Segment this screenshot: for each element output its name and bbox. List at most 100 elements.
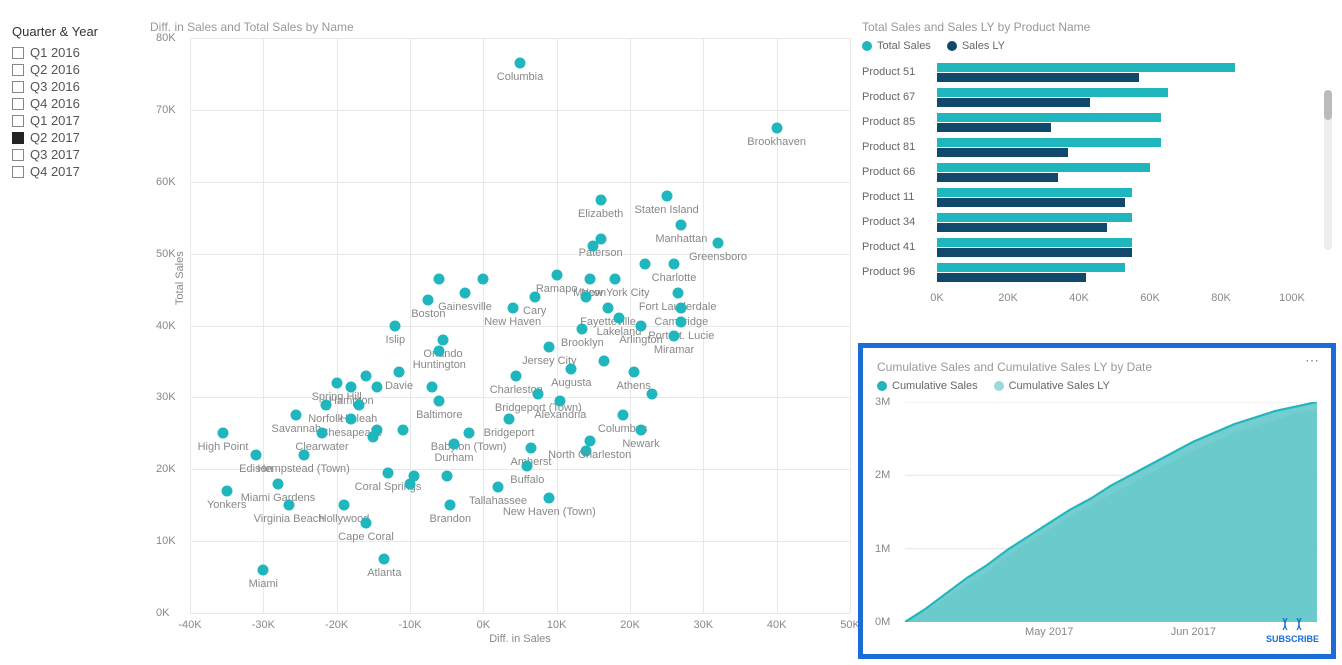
scatter-point[interactable]	[361, 518, 372, 529]
bar-total[interactable]	[937, 63, 1235, 72]
checkbox-icon[interactable]	[12, 47, 24, 59]
checkbox-icon[interactable]	[12, 132, 24, 144]
scatter-point[interactable]	[298, 449, 309, 460]
scatter-point[interactable]	[353, 399, 364, 410]
scatter-point[interactable]	[493, 482, 504, 493]
scatter-point[interactable]	[434, 395, 445, 406]
bar-total[interactable]	[937, 113, 1161, 122]
scatter-point[interactable]	[588, 241, 599, 252]
bar-ly[interactable]	[937, 223, 1107, 232]
scatter-point[interactable]	[346, 381, 357, 392]
scatter-point[interactable]	[544, 493, 555, 504]
filter-item[interactable]: Q3 2016	[12, 79, 132, 94]
scatter-point[interactable]	[614, 313, 625, 324]
scatter-point[interactable]	[463, 428, 474, 439]
bar-row[interactable]: Product 85	[862, 112, 1302, 135]
bar-ly[interactable]	[937, 98, 1090, 107]
bar-row[interactable]: Product 96	[862, 262, 1302, 285]
bar-ly[interactable]	[937, 198, 1125, 207]
scatter-point[interactable]	[647, 388, 658, 399]
scatter-point[interactable]	[636, 320, 647, 331]
scatter-point[interactable]	[361, 370, 372, 381]
bar-row[interactable]: Product 11	[862, 187, 1302, 210]
scatter-point[interactable]	[405, 478, 416, 489]
scatter-point[interactable]	[438, 334, 449, 345]
scatter-point[interactable]	[331, 378, 342, 389]
scatter-point[interactable]	[526, 442, 537, 453]
filter-item[interactable]: Q2 2017	[12, 130, 132, 145]
checkbox-icon[interactable]	[12, 166, 24, 178]
scatter-point[interactable]	[584, 435, 595, 446]
scatter-point[interactable]	[434, 345, 445, 356]
bar-row[interactable]: Product 41	[862, 237, 1302, 260]
bar-ly[interactable]	[937, 173, 1058, 182]
scatter-point[interactable]	[273, 478, 284, 489]
bar-ly[interactable]	[937, 73, 1139, 82]
bar-total[interactable]	[937, 188, 1132, 197]
bar-total[interactable]	[937, 88, 1168, 97]
scatter-point[interactable]	[346, 413, 357, 424]
scatter-point[interactable]	[317, 428, 328, 439]
scatter-point[interactable]	[603, 302, 614, 313]
scatter-point[interactable]	[533, 388, 544, 399]
legend-item[interactable]: Cumulative Sales LY	[994, 380, 1110, 392]
filter-item[interactable]: Q1 2016	[12, 45, 132, 60]
scatter-point[interactable]	[529, 291, 540, 302]
scatter-point[interactable]	[504, 413, 515, 424]
scatter-point[interactable]	[672, 288, 683, 299]
bar-row[interactable]: Product 66	[862, 162, 1302, 185]
checkbox-icon[interactable]	[12, 81, 24, 93]
scatter-point[interactable]	[291, 410, 302, 421]
scatter-point[interactable]	[515, 58, 526, 69]
scatter-point[interactable]	[522, 460, 533, 471]
more-options-icon[interactable]: ⋯	[1305, 352, 1321, 369]
bar-ly[interactable]	[937, 148, 1068, 157]
area-plot-area[interactable]: 0M1M2M3MMay 2017Jun 2017	[877, 402, 1317, 622]
scatter-point[interactable]	[339, 500, 350, 511]
legend-item[interactable]: Cumulative Sales	[877, 380, 978, 392]
scatter-point[interactable]	[676, 302, 687, 313]
scatter-point[interactable]	[599, 356, 610, 367]
bar-ly[interactable]	[937, 248, 1132, 257]
scatter-point[interactable]	[258, 564, 269, 575]
filter-item[interactable]: Q3 2017	[12, 147, 132, 162]
scatter-point[interactable]	[639, 259, 650, 270]
scatter-point[interactable]	[555, 395, 566, 406]
scatter-point[interactable]	[397, 424, 408, 435]
bar-total[interactable]	[937, 263, 1125, 272]
bar-total[interactable]	[937, 163, 1150, 172]
filter-item[interactable]: Q4 2016	[12, 96, 132, 111]
bar-plot-area[interactable]: Product 51Product 67Product 85Product 81…	[862, 62, 1302, 292]
filter-item[interactable]: Q2 2016	[12, 62, 132, 77]
scatter-point[interactable]	[551, 270, 562, 281]
scatter-point[interactable]	[427, 381, 438, 392]
bar-scrollbar[interactable]	[1324, 90, 1332, 250]
scatter-point[interactable]	[669, 259, 680, 270]
scatter-point[interactable]	[251, 449, 262, 460]
scatter-point[interactable]	[445, 500, 456, 511]
bar-total[interactable]	[937, 213, 1132, 222]
scatter-point[interactable]	[383, 467, 394, 478]
scatter-point[interactable]	[511, 370, 522, 381]
legend-item[interactable]: Total Sales	[862, 40, 931, 52]
scatter-point[interactable]	[566, 363, 577, 374]
scatter-point[interactable]	[577, 324, 588, 335]
bar-row[interactable]: Product 51	[862, 62, 1302, 85]
checkbox-icon[interactable]	[12, 149, 24, 161]
scatter-point[interactable]	[372, 381, 383, 392]
scatter-point[interactable]	[544, 342, 555, 353]
scatter-point[interactable]	[713, 237, 724, 248]
scatter-point[interactable]	[595, 194, 606, 205]
checkbox-icon[interactable]	[12, 64, 24, 76]
scatter-point[interactable]	[581, 291, 592, 302]
scatter-point[interactable]	[584, 273, 595, 284]
scatter-point[interactable]	[676, 219, 687, 230]
scatter-point[interactable]	[771, 122, 782, 133]
legend-item[interactable]: Sales LY	[947, 40, 1005, 52]
scatter-point[interactable]	[676, 316, 687, 327]
scatter-point[interactable]	[320, 399, 331, 410]
checkbox-icon[interactable]	[12, 115, 24, 127]
scatter-point[interactable]	[661, 191, 672, 202]
scatter-point[interactable]	[610, 273, 621, 284]
checkbox-icon[interactable]	[12, 98, 24, 110]
